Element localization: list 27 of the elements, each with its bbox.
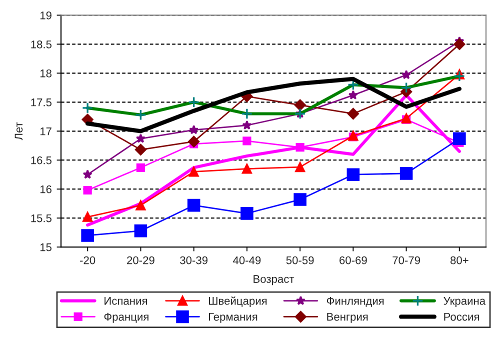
x-tick-label: 80+ xyxy=(450,256,468,264)
legend-label: Германия xyxy=(208,312,258,323)
legend-label: Испания xyxy=(104,297,147,305)
x-tick-label: 70-79 xyxy=(392,256,420,264)
x-tick-label: 60-69 xyxy=(340,256,367,264)
y-axis-title: Лет xyxy=(14,122,23,140)
legend-label: Россия xyxy=(444,312,479,321)
legend-label: Венгрия xyxy=(327,312,368,323)
y-tick-label: 19 xyxy=(40,11,52,20)
x-tick-label: -20 xyxy=(80,256,96,264)
legend-label: Украина xyxy=(444,297,486,308)
y-tick-label: 17.5 xyxy=(31,98,52,106)
x-tick-label: 50-59 xyxy=(286,256,314,264)
y-tick-label: 15 xyxy=(40,243,52,252)
x-tick-label: 30-39 xyxy=(180,256,208,264)
x-tick-label: 40-49 xyxy=(232,256,261,264)
x-axis-title: Возраст xyxy=(254,275,294,286)
y-tick-label: 15.5 xyxy=(31,214,52,222)
legend-label: Швейцария xyxy=(208,296,267,308)
x-tick-label: 20-29 xyxy=(127,256,154,264)
y-tick-label: 16.5 xyxy=(31,156,52,164)
legend-label: Франция xyxy=(104,312,148,323)
y-tick-label: 16 xyxy=(40,185,52,194)
y-tick-label: 17 xyxy=(40,128,52,136)
y-tick-label: 18 xyxy=(40,69,52,78)
y-tick-label: 18.5 xyxy=(31,40,52,48)
legend-label: Финляндия xyxy=(326,297,384,307)
